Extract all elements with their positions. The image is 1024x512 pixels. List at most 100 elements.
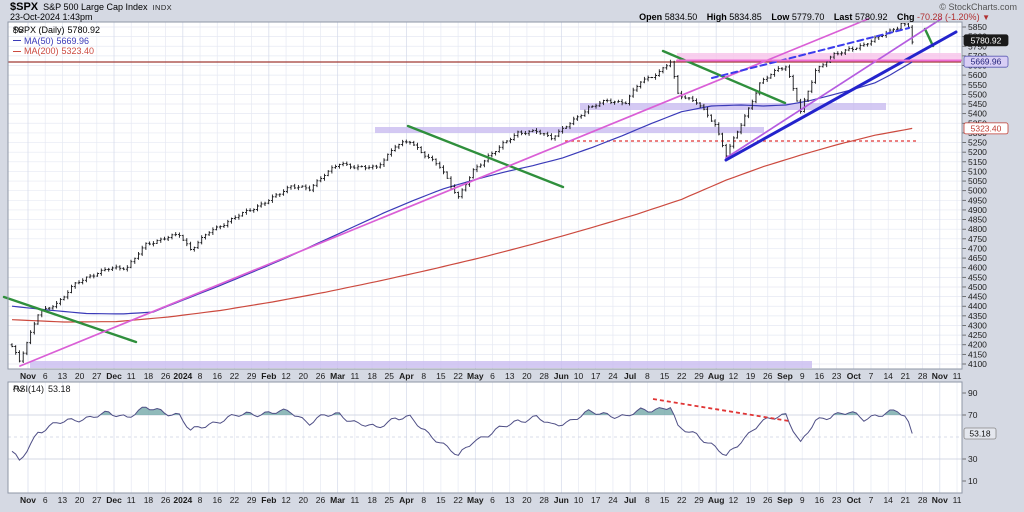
rsi-axis-label: 70	[968, 410, 978, 420]
axis-value-badge	[963, 427, 997, 440]
y-axis-label: 5200	[968, 147, 987, 157]
x-tick-label: Jun	[554, 495, 569, 505]
y-axis-label: 4400	[968, 301, 987, 311]
x-tick-label: 8	[421, 495, 426, 505]
open-label: Open	[639, 12, 663, 22]
x-tick-label: Jul	[624, 495, 636, 505]
y-axis-label: 4650	[968, 253, 987, 263]
quote-summary: Open 5834.50 High 5834.85 Low 5779.70 La…	[639, 12, 990, 22]
highlight-band	[30, 361, 812, 368]
rsi-axis-label: 30	[968, 454, 978, 464]
rsi-value: 53.18	[48, 384, 71, 394]
ma200-line	[11, 127, 913, 323]
y-axis-label: 4550	[968, 272, 987, 282]
x-tick-label: 21	[901, 371, 911, 381]
x-tick-label: Nov	[20, 495, 36, 505]
x-tick-label: Jun	[554, 371, 569, 381]
x-tick-label: Oct	[847, 495, 861, 505]
x-tick-label: 14	[883, 371, 893, 381]
chart-datetime: 23-Oct-2024 1:43pm	[10, 12, 93, 22]
rsi-overbought-fill	[883, 410, 902, 415]
x-tick-label: 22	[453, 371, 463, 381]
rsi-overbought-fill	[242, 412, 254, 415]
x-tick-label: 17	[591, 495, 601, 505]
x-tick-label: Nov	[932, 371, 948, 381]
price-bars	[10, 23, 914, 363]
rsi-panel-label: RSI(14) 53.18	[13, 384, 71, 394]
x-tick-label: 12	[281, 371, 291, 381]
x-tick-label: 13	[58, 371, 68, 381]
y-axis-label: 5500	[968, 89, 987, 99]
axis-value-badge-text: 53.18	[969, 429, 991, 439]
x-tick-label: 26	[763, 495, 773, 505]
legend-spx-label: $SPX (Daily)	[13, 25, 65, 35]
x-tick-label: Jul	[624, 371, 636, 381]
x-tick-label: 25	[385, 495, 395, 505]
x-tick-label: 18	[144, 495, 154, 505]
x-tick-label: 7	[869, 495, 874, 505]
x-tick-label: 6	[43, 495, 48, 505]
x-tick-label: 20	[75, 371, 85, 381]
chart-legend: $SPX (Daily) 5780.92 MA(50) 5669.96 MA(2…	[13, 25, 100, 57]
x-tick-label: 18	[367, 495, 377, 505]
x-tick-label: Feb	[261, 371, 276, 381]
rsi-axis-label: 10	[968, 476, 978, 486]
x-tick-label: 17	[591, 371, 601, 381]
x-tick-label: Apr	[399, 495, 414, 505]
y-axis-label: 4800	[968, 224, 987, 234]
x-tick-label: 16	[815, 371, 825, 381]
legend-spx-value: 5780.92	[67, 25, 101, 35]
y-axis-label: 4150	[968, 349, 987, 359]
rsi-overbought-fill	[833, 411, 859, 415]
x-tick-label: 22	[230, 371, 240, 381]
x-tick-label: 8	[421, 371, 426, 381]
high-label: High	[706, 12, 727, 22]
legend-ma50-label: MA(50)	[24, 35, 54, 46]
rsi-overbought-fill	[100, 411, 113, 415]
x-tick-label: 8	[198, 371, 203, 381]
x-tick-label: Aug	[708, 495, 725, 505]
rsi-overbought-fill	[582, 409, 609, 415]
x-tick-label: 19	[746, 495, 756, 505]
legend-ma200-label: MA(200)	[24, 46, 59, 56]
x-tick-label: 12	[281, 495, 291, 505]
x-tick-label: 24	[608, 371, 618, 381]
x-tick-label: 27	[92, 371, 102, 381]
x-tick-label: 16	[213, 371, 223, 381]
x-tick-label: 13	[505, 371, 515, 381]
x-tick-label: 12	[729, 495, 739, 505]
x-tick-label: 9	[800, 371, 805, 381]
x-tick-label: 15	[436, 371, 446, 381]
green-trendline	[2, 295, 138, 344]
axis-value-badge-text: 5323.40	[971, 123, 1002, 133]
x-tick-label: 18	[144, 371, 154, 381]
x-tick-label: 11	[953, 495, 962, 505]
ma200-line-icon	[13, 50, 21, 52]
squiggle-icon	[13, 26, 24, 33]
chevron-down-icon[interactable]: ▼	[982, 13, 990, 22]
y-axis-label: 4100	[968, 359, 987, 369]
last-value: 5780.92	[854, 12, 888, 22]
x-tick-label: 15	[660, 371, 670, 381]
x-tick-label: 29	[694, 371, 704, 381]
x-tick-label: 2024	[173, 495, 192, 505]
x-tick-label: 21	[901, 495, 911, 505]
rsi-line	[11, 406, 913, 461]
ma50-line-icon	[13, 40, 21, 42]
x-tick-label: Sep	[777, 495, 793, 505]
squiggle-icon	[13, 385, 24, 392]
copyright-text: © StockCharts.com	[939, 2, 1017, 12]
x-tick-label: 2024	[173, 371, 192, 381]
blue-trendline	[724, 30, 958, 162]
x-tick-label: Mar	[330, 495, 346, 505]
x-tick-label: 11	[127, 371, 136, 381]
x-tick-label: 26	[316, 495, 326, 505]
y-axis-label: 5750	[968, 41, 987, 51]
legend-item-spx: $SPX (Daily) 5780.92	[13, 25, 100, 36]
x-tick-label: Sep	[777, 371, 793, 381]
rsi-overbought-fill	[332, 412, 341, 415]
x-tick-label: Apr	[399, 371, 414, 381]
x-tick-label: 29	[694, 495, 704, 505]
y-axis-label: 4850	[968, 215, 987, 225]
x-tick-label: 6	[490, 495, 495, 505]
